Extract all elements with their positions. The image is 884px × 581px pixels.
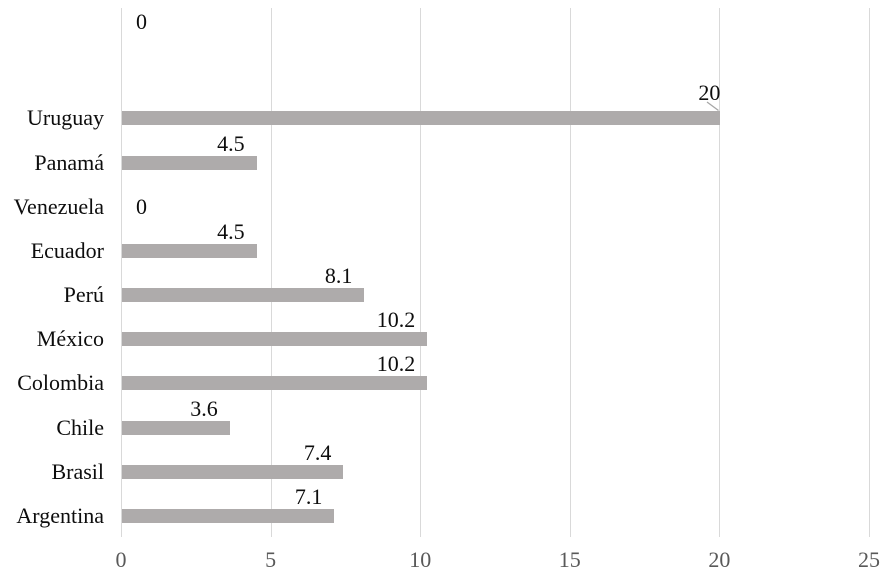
- gridline-0: [121, 8, 122, 537]
- category-label-chile: Chile: [56, 414, 104, 440]
- category-label-mexico: México: [36, 326, 104, 352]
- bar-panama: [122, 155, 257, 170]
- data-label-venezuela: 0: [136, 193, 147, 219]
- data-label-mexico: 10.2: [376, 307, 416, 333]
- x-tick-label-15: 15: [558, 547, 581, 572]
- x-tick-label-0: 0: [115, 547, 127, 572]
- gridline-25: [869, 8, 870, 537]
- bar-chile: [122, 420, 230, 435]
- category-label-peru: Perú: [63, 282, 104, 308]
- data-label-panama: 4.5: [217, 130, 245, 156]
- category-label-ecuador: Ecuador: [30, 237, 104, 263]
- gridline-20: [719, 8, 721, 537]
- bar-mexico: [122, 332, 428, 347]
- bar-peru: [122, 288, 365, 303]
- x-tick-label-20: 20: [708, 547, 731, 572]
- bar-uruguay: [122, 111, 721, 126]
- data-label-brasil: 7.4: [303, 439, 332, 465]
- data-label-chile: 3.6: [190, 395, 218, 421]
- bar-argentina: [122, 508, 335, 523]
- x-tick-label-25: 25: [858, 547, 880, 572]
- data-label-uruguay: 20: [698, 80, 721, 106]
- data-label-argentina: 7.1: [294, 483, 323, 509]
- data-label-ecuador: 4.5: [217, 218, 245, 244]
- gridline-15: [569, 8, 571, 537]
- leader-line-uruguay: [707, 101, 720, 112]
- category-label-uruguay: Uruguay: [27, 105, 104, 131]
- bar-ecuador: [122, 243, 257, 258]
- bar-colombia: [122, 376, 428, 391]
- bar-brasil: [122, 464, 344, 479]
- data-label-peru: 8.1: [324, 263, 353, 289]
- gridline-5: [270, 8, 272, 537]
- data-label-row-0: 0: [136, 9, 147, 35]
- gridline-10: [420, 8, 422, 537]
- category-label-argentina: Argentina: [16, 502, 104, 528]
- x-tick-label-5: 5: [265, 547, 277, 572]
- category-label-brasil: Brasil: [51, 458, 104, 484]
- category-label-colombia: Colombia: [17, 370, 104, 396]
- data-label-colombia: 10.2: [376, 351, 416, 377]
- x-tick-label-10: 10: [409, 547, 432, 572]
- category-label-panama: Panamá: [34, 149, 104, 175]
- category-label-venezuela: Venezuela: [13, 193, 104, 219]
